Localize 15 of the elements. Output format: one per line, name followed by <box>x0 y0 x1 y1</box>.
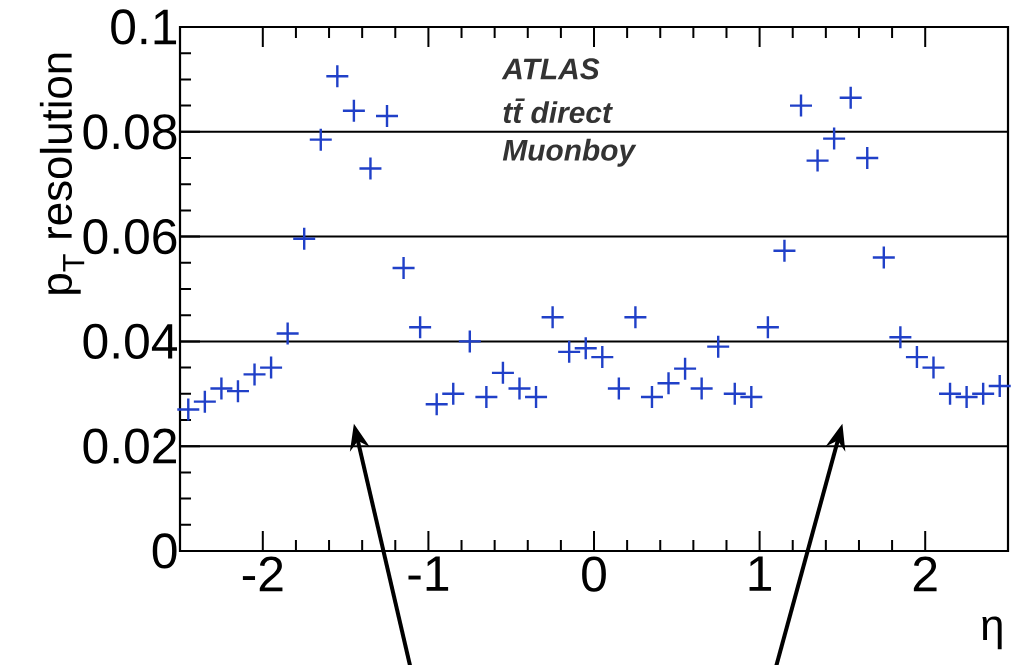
y-tick-label: 0.08 <box>83 114 177 150</box>
annotation: ATLAS <box>501 58 600 80</box>
annotation: Muonboy <box>502 138 637 167</box>
y-tick-label: 0.04 <box>83 323 178 360</box>
annotation: tt̄ direct <box>503 98 613 124</box>
y-tick-label: 0 <box>152 533 177 569</box>
x-axis-title: η <box>982 616 1002 650</box>
x-tick-label: 2 <box>913 556 937 592</box>
x-tick-label: -2 <box>242 556 283 592</box>
x-tick-label: 1 <box>749 556 772 591</box>
y-tick-label: 0.1 <box>111 9 177 45</box>
y-tick-label: 0.06 <box>83 218 177 255</box>
x-tick-label: -1 <box>408 556 449 591</box>
x-tick-label: 0 <box>582 556 606 592</box>
y-tick-label: 0.02 <box>83 428 176 464</box>
